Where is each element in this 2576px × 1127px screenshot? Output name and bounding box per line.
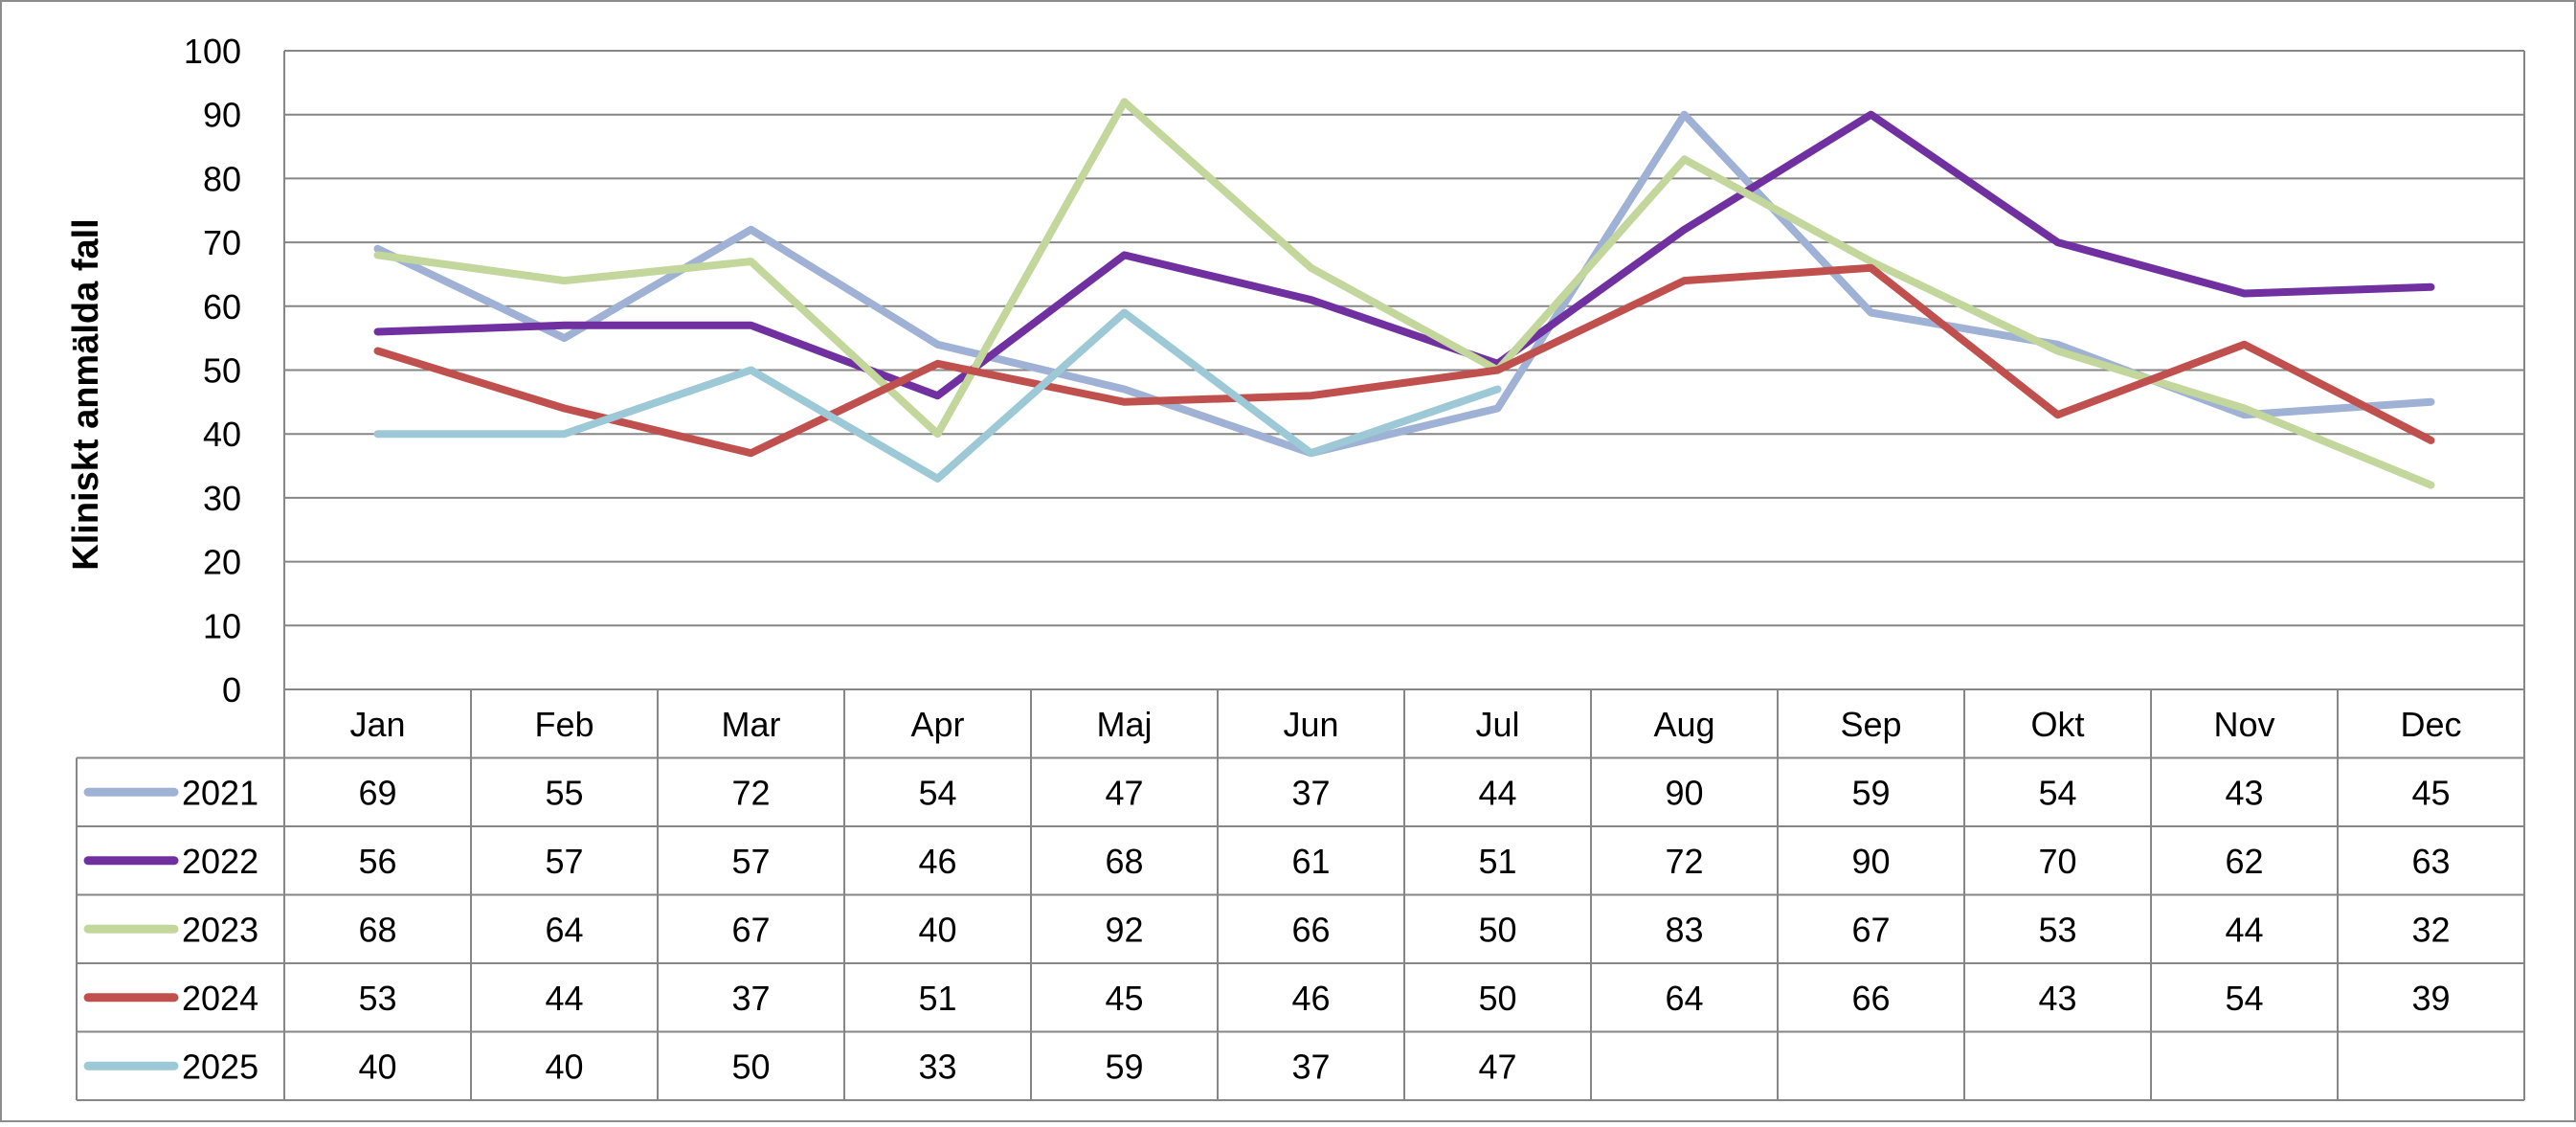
table-value-2022: 72 bbox=[1665, 842, 1703, 881]
table-value-2023: 44 bbox=[2225, 910, 2263, 949]
table-value-2021: 47 bbox=[1105, 773, 1143, 812]
table-value-2024: 39 bbox=[2411, 979, 2450, 1018]
y-tick-label: 90 bbox=[203, 96, 241, 135]
y-tick-label: 100 bbox=[184, 32, 241, 71]
series-line-2023 bbox=[373, 98, 2435, 489]
series-lines bbox=[373, 98, 2435, 489]
table-value-2022: 46 bbox=[918, 842, 956, 881]
table-value-2025: 33 bbox=[918, 1047, 956, 1086]
table-value-2021: 55 bbox=[545, 773, 583, 812]
table-value-2021: 54 bbox=[2038, 773, 2076, 812]
y-tick-label: 0 bbox=[222, 670, 241, 710]
table-value-2023: 67 bbox=[1851, 910, 1890, 949]
table-value-2024: 51 bbox=[918, 979, 956, 1018]
table-value-2024: 64 bbox=[1665, 979, 1703, 1018]
table-value-2025: 47 bbox=[1478, 1047, 1516, 1086]
table-value-2022: 90 bbox=[1851, 842, 1890, 881]
table-value-2022: 62 bbox=[2225, 842, 2263, 881]
category-label: Aug bbox=[1653, 705, 1714, 744]
table-value-2024: 45 bbox=[1105, 979, 1143, 1018]
y-axis-label: Kliniskt anmälda fall bbox=[66, 218, 106, 570]
table-value-2024: 54 bbox=[2225, 979, 2263, 1018]
legend-label-2025: 2025 bbox=[182, 1047, 258, 1086]
table-value-2021: 54 bbox=[918, 773, 956, 812]
table-value-2024: 50 bbox=[1478, 979, 1516, 1018]
y-axis-ticks: 0 10 20 30 40 50 60 70 80 90 100 bbox=[184, 32, 241, 710]
category-label: Feb bbox=[534, 705, 594, 744]
table-value-2023: 67 bbox=[731, 910, 770, 949]
category-label: Maj bbox=[1096, 705, 1152, 744]
table-value-2024: 53 bbox=[358, 979, 396, 1018]
table-value-2023: 64 bbox=[545, 910, 583, 949]
table-value-2023: 92 bbox=[1105, 910, 1143, 949]
series-line-2024 bbox=[373, 263, 2435, 458]
y-tick-label: 20 bbox=[203, 543, 241, 582]
y-tick-label: 50 bbox=[203, 351, 241, 391]
table-value-2025: 40 bbox=[358, 1047, 396, 1086]
legend-label-2024: 2024 bbox=[182, 979, 258, 1018]
table-value-2025: 40 bbox=[545, 1047, 583, 1086]
y-tick-label: 30 bbox=[203, 479, 241, 518]
category-label: Nov bbox=[2213, 705, 2274, 744]
table-value-2021: 69 bbox=[358, 773, 396, 812]
series-line-2021 bbox=[373, 110, 2435, 458]
table-value-2023: 66 bbox=[1291, 910, 1330, 949]
y-tick-label: 60 bbox=[203, 287, 241, 327]
category-label: Jan bbox=[349, 705, 405, 744]
table-value-2023: 50 bbox=[1478, 910, 1516, 949]
table-value-2023: 68 bbox=[358, 910, 396, 949]
category-label: Apr bbox=[910, 705, 964, 744]
table-value-2024: 46 bbox=[1291, 979, 1330, 1018]
table-value-2022: 56 bbox=[358, 842, 396, 881]
legend-label-2022: 2022 bbox=[182, 842, 258, 881]
data-table: Jan Feb Mar Apr Maj Jun Jul Aug Sep Okt Nov Dec 2021… bbox=[76, 689, 2524, 1101]
table-value-2023: 83 bbox=[1665, 910, 1703, 949]
category-label: Dec bbox=[2400, 705, 2461, 744]
table-value-2021: 72 bbox=[731, 773, 770, 812]
table-value-2024: 66 bbox=[1851, 979, 1890, 1018]
y-tick-label: 40 bbox=[203, 415, 241, 454]
table-value-2021: 59 bbox=[1851, 773, 1890, 812]
legend-label-2023: 2023 bbox=[182, 910, 258, 949]
table-value-2022: 51 bbox=[1478, 842, 1516, 881]
table-value-2024: 37 bbox=[731, 979, 770, 1018]
legend-label-2021: 2021 bbox=[182, 773, 258, 812]
table-value-2023: 32 bbox=[2411, 910, 2450, 949]
series-line-2022 bbox=[373, 110, 2435, 400]
table-value-2021: 43 bbox=[2225, 773, 2263, 812]
y-tick-label: 10 bbox=[203, 606, 241, 645]
table-value-2021: 45 bbox=[2411, 773, 2450, 812]
table-value-2022: 70 bbox=[2038, 842, 2076, 881]
table-value-2024: 43 bbox=[2038, 979, 2076, 1018]
table-value-2022: 61 bbox=[1291, 842, 1330, 881]
table-value-2022: 63 bbox=[2411, 842, 2450, 881]
table-value-2022: 68 bbox=[1105, 842, 1143, 881]
series-line-2025 bbox=[373, 308, 1502, 483]
y-tick-label: 70 bbox=[203, 223, 241, 262]
table-value-2024: 44 bbox=[545, 979, 583, 1018]
table-value-2025: 50 bbox=[731, 1047, 770, 1086]
category-label: Sep bbox=[1840, 705, 1901, 744]
y-tick-label: 80 bbox=[203, 159, 241, 198]
table-value-2022: 57 bbox=[545, 842, 583, 881]
category-label: Jul bbox=[1475, 705, 1519, 744]
category-label: Okt bbox=[2030, 705, 2084, 744]
category-label: Jun bbox=[1283, 705, 1338, 744]
table-value-2022: 57 bbox=[731, 842, 770, 881]
table-value-2021: 37 bbox=[1291, 773, 1330, 812]
table-value-2023: 53 bbox=[2038, 910, 2076, 949]
table-value-2021: 44 bbox=[1478, 773, 1516, 812]
table-value-2021: 90 bbox=[1665, 773, 1703, 812]
category-label: Mar bbox=[722, 705, 781, 744]
table-value-2025: 37 bbox=[1291, 1047, 1330, 1086]
table-value-2023: 40 bbox=[918, 910, 956, 949]
table-value-2025: 59 bbox=[1105, 1047, 1143, 1086]
